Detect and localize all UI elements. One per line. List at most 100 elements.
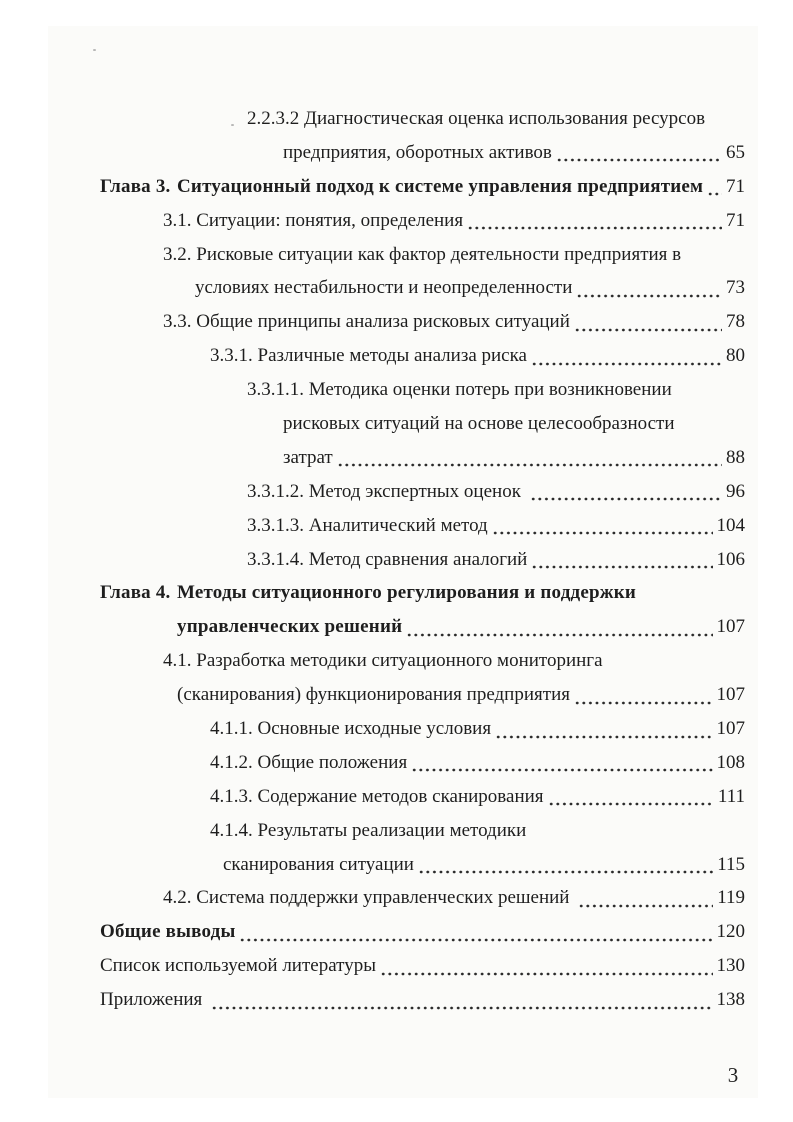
dot-leader xyxy=(532,542,713,577)
toc-page-number: 111 xyxy=(717,785,745,807)
dot-leader xyxy=(468,203,722,238)
toc-entry: 3.3.1.3. Аналитический метод 104 xyxy=(100,508,746,543)
toc-entry: Общие выводы 120 xyxy=(100,915,746,950)
toc-entry-text: затрат xyxy=(283,446,333,468)
dot-leader xyxy=(530,474,722,509)
dot-leader xyxy=(412,745,713,780)
toc-chapter-label: Глава 4. xyxy=(100,582,171,604)
toc-entry-text: рисковых ситуаций на основе целесообразн… xyxy=(283,413,675,435)
toc-page-number: 71 xyxy=(726,209,745,231)
toc-entry-text: 3.3.1. Различные методы анализа риска xyxy=(210,345,527,367)
toc-page-number: 107 xyxy=(716,684,746,706)
toc-page-number: 78 xyxy=(726,311,745,333)
toc-page-number: 130 xyxy=(716,955,746,977)
toc-entry-text: 4.1.3. Содержание методов сканирования xyxy=(210,785,544,807)
dot-leader xyxy=(556,135,722,170)
toc-page-number: 120 xyxy=(716,921,746,943)
toc-list: 2.2.3.2 Диагностическая оценка использов… xyxy=(100,102,746,1018)
toc-entry-text: предприятия, оборотных активов xyxy=(283,141,552,163)
dot-leader xyxy=(418,847,714,882)
toc-page-number: 119 xyxy=(717,887,745,909)
toc-page-number: 88 xyxy=(726,446,745,468)
toc-entry-text: Приложения xyxy=(100,989,208,1011)
toc-entry: управленческих решений 107 xyxy=(100,610,746,645)
toc-entry-text: 4.1.2. Общие положения xyxy=(210,751,408,773)
dot-leader xyxy=(577,271,722,306)
toc-entry: 3.2. Рисковые ситуации как фактор деятел… xyxy=(100,238,745,272)
toc-entry: 4.1.2. Общие положения 108 xyxy=(100,745,746,780)
toc-entry-text: 4.2. Система поддержки управленческих ре… xyxy=(163,887,575,909)
toc-page-number: 73 xyxy=(726,277,745,299)
toc-entry-text: 2.2.3.2 Диагностическая оценка использов… xyxy=(247,108,706,129)
dot-leader xyxy=(240,915,713,950)
dot-leader xyxy=(574,305,722,340)
footer-page-number: 3 xyxy=(727,1063,739,1087)
dot-leader xyxy=(407,610,713,645)
toc-entry: 3.3.1.1. Методика оценки потерь при возн… xyxy=(100,373,745,407)
toc-entry: Глава 4. Методы ситуационного регулирован… xyxy=(100,576,745,610)
dot-leader xyxy=(574,678,713,713)
dot-leader xyxy=(708,169,722,204)
toc-page-number: 108 xyxy=(716,751,746,773)
toc-entry: 3.3.1. Различные методы анализа риска 80 xyxy=(100,339,745,374)
toc-entry: 2.2.3.2 Диагностическая оценка использов… xyxy=(100,102,745,136)
toc-entry: рисковых ситуаций на основе целесообразн… xyxy=(100,407,745,441)
toc-entry-text: Список используемой литературы xyxy=(100,955,376,977)
scan-speck xyxy=(231,124,234,126)
dot-leader xyxy=(492,508,713,543)
toc-entry-text: Методы ситуационного регулирования и под… xyxy=(177,582,636,604)
toc-page-number: 80 xyxy=(726,345,745,367)
toc-entry: Глава 3. Ситуационный подход к системе уп… xyxy=(100,169,745,204)
toc-entry: 4.1. Разработка методики ситуационного м… xyxy=(100,644,745,678)
dot-leader xyxy=(212,983,713,1018)
toc-entry: 4.1.4. Результаты реализации методики xyxy=(100,814,745,848)
toc-entry-text: сканирования ситуации xyxy=(223,853,414,875)
toc-entry: затрат 88 xyxy=(100,440,745,475)
toc-entry: Список используемой литературы 130 xyxy=(100,949,746,984)
toc-chapter-label: Глава 3. xyxy=(100,175,171,197)
toc-entry-text: 3.3. Общие принципы анализа рисковых сит… xyxy=(163,311,570,333)
toc-page-number: 104 xyxy=(716,514,746,536)
toc-page-number: 106 xyxy=(716,548,746,570)
dot-leader xyxy=(532,339,722,374)
dot-leader xyxy=(579,881,714,916)
toc-entry-text: 4.1.4. Результаты реализации методики xyxy=(210,819,527,841)
toc-page-number: 107 xyxy=(716,616,746,638)
toc-page-number: 65 xyxy=(726,141,745,163)
toc-entry-text: Ситуационный подход к системе управления… xyxy=(177,175,704,197)
toc-entry-text: 3.3.1.2. Метод экспертных оценок xyxy=(247,480,526,502)
toc-entry: условиях нестабильности и неопределеннос… xyxy=(100,271,745,306)
toc-entry: 4.1.3. Содержание методов сканирования 11… xyxy=(100,779,745,814)
toc-entry: 3.3. Общие принципы анализа рисковых сит… xyxy=(100,305,745,340)
dot-leader xyxy=(337,440,722,475)
dot-leader xyxy=(496,712,713,746)
toc-entry-text: условиях нестабильности и неопределеннос… xyxy=(195,277,573,299)
toc-entry: Приложения 138 xyxy=(100,983,746,1018)
dot-leader xyxy=(548,779,714,814)
toc-entry: 4.1.1. Основные исходные условия 107 xyxy=(100,712,745,746)
toc-page-number: 71 xyxy=(726,175,745,197)
toc-entry-text: Общие выводы xyxy=(100,921,236,943)
toc-entry-text: 4.1.1. Основные исходные условия xyxy=(210,718,492,740)
toc-page-number: 96 xyxy=(726,480,745,502)
toc-entry: предприятия, оборотных активов 65 xyxy=(100,135,745,170)
toc-entry: 3.1. Ситуации: понятия, определения 71 xyxy=(100,203,745,238)
toc-page-number: 115 xyxy=(717,853,745,875)
toc-entry: сканирования ситуации 115 xyxy=(100,847,745,882)
toc-entry-text: 3.3.1.1. Методика оценки потерь при возн… xyxy=(247,379,672,401)
toc-entry: 3.3.1.4. Метод сравнения аналогий 106 xyxy=(100,542,746,577)
toc-page-number: 107 xyxy=(716,718,746,740)
toc-entry: 4.2. Система поддержки управленческих ре… xyxy=(100,881,745,916)
toc-entry-text: 3.1. Ситуации: понятия, определения xyxy=(163,209,464,231)
toc-entry-text: (сканирования) функционирования предприя… xyxy=(177,684,570,706)
toc-entry-text: 3.2. Рисковые ситуации как фактор деятел… xyxy=(163,243,682,265)
toc-entry: (сканирования) функционирования предприя… xyxy=(100,678,746,713)
toc-entry-text: 3.3.1.3. Аналитический метод xyxy=(247,514,488,536)
toc-entry-text: 3.3.1.4. Метод сравнения аналогий xyxy=(247,548,528,570)
toc-entry: 3.3.1.2. Метод экспертных оценок 96 xyxy=(100,474,745,509)
scan-speck xyxy=(93,49,96,51)
toc-page-number: 138 xyxy=(716,989,746,1011)
dot-leader xyxy=(380,949,713,984)
toc-entry-text: управленческих решений xyxy=(177,616,403,638)
